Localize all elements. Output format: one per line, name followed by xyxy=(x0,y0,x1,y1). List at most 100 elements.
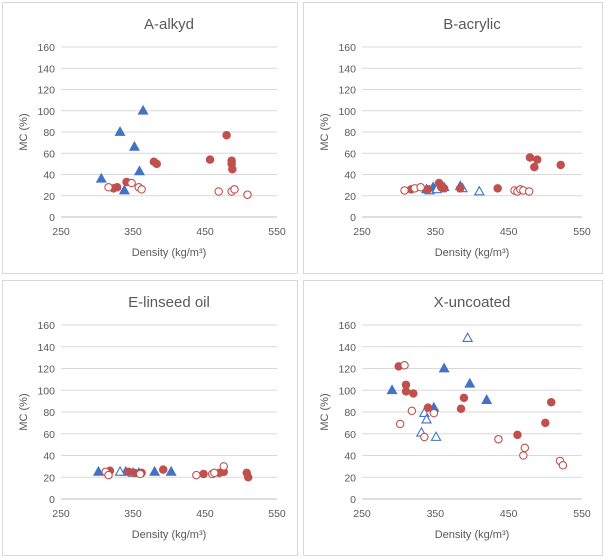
y-tick-label: 120 xyxy=(37,85,55,97)
filled-circle-point xyxy=(525,153,535,162)
chart-title: A-alkyd xyxy=(144,16,194,33)
filled-triangle-point xyxy=(438,362,450,373)
y-tick-label: 20 xyxy=(43,191,55,203)
filled-circle-point xyxy=(423,403,433,412)
y-tick-label: 60 xyxy=(43,148,55,160)
open-circle-point xyxy=(137,185,146,194)
x-tick-label: 550 xyxy=(573,226,591,238)
y-tick-label: 80 xyxy=(344,407,356,419)
open-circle-point xyxy=(192,470,201,480)
y-tick-label: 100 xyxy=(37,385,55,397)
y-tick-label: 120 xyxy=(338,85,356,97)
open-circle-point xyxy=(210,468,219,478)
open-circle-point xyxy=(230,185,239,194)
open-circle-point xyxy=(524,187,534,196)
filled-circle-point xyxy=(439,184,449,193)
series-circle-filled xyxy=(394,362,556,440)
x-tick-label: 550 xyxy=(573,508,591,520)
x-tick-label: 450 xyxy=(500,226,518,238)
chart-panel-a-alkyd: A-alkyd 0 20 40 60 80 100 120 140 160 250 350 450 550… xyxy=(2,2,298,274)
filled-circle-point xyxy=(152,159,162,169)
filled-circle-point xyxy=(493,184,502,193)
y-tick-label: 160 xyxy=(37,320,55,332)
x-tick-label: 450 xyxy=(196,226,214,238)
filled-circle-point xyxy=(409,389,418,398)
filled-triangle-point xyxy=(114,126,126,136)
y-axis-label: MC (%) xyxy=(18,113,30,150)
open-triangle-point xyxy=(473,185,485,196)
y-tick-label: 100 xyxy=(37,106,55,118)
open-circle-point xyxy=(407,406,417,416)
y-tick-label: 140 xyxy=(338,63,356,75)
filled-triangle-point xyxy=(118,184,130,195)
y-tick-label: 60 xyxy=(43,429,55,441)
y-tick-label: 160 xyxy=(338,320,356,332)
open-circle-point xyxy=(214,187,223,196)
filled-triangle-point xyxy=(95,172,107,183)
filled-circle-point xyxy=(456,184,465,193)
y-tick-label: 100 xyxy=(338,106,356,118)
open-circle-point xyxy=(395,419,405,429)
y-tick-label: 40 xyxy=(344,170,356,182)
x-tick-label: 450 xyxy=(196,508,214,520)
chart-title: B-acrylic xyxy=(443,16,501,33)
filled-circle-point xyxy=(228,164,237,174)
filled-triangle-point xyxy=(137,104,149,115)
filled-circle-point xyxy=(199,469,208,479)
x-axis-label: Density (kg/m³) xyxy=(435,247,510,259)
chart-panel-x-uncoated: X-uncoated 0 20 40 60 80 100 120 140 160 250 350 450… xyxy=(303,280,603,556)
y-tick-label: 60 xyxy=(344,429,356,441)
y-tick-label: 40 xyxy=(43,170,55,182)
y-tick-label: 80 xyxy=(43,127,55,139)
x-tick-label: 350 xyxy=(427,508,445,520)
x-axis-label: Density (kg/m³) xyxy=(132,529,207,541)
y-tick-label: 0 xyxy=(350,212,356,224)
y-tick-label: 40 xyxy=(43,451,55,463)
filled-circle-point xyxy=(556,160,565,170)
series-triangle-open xyxy=(415,332,474,441)
x-tick-label: 250 xyxy=(353,226,371,238)
filled-circle-point xyxy=(423,185,433,194)
series-circle-filled xyxy=(406,153,565,194)
open-triangle-point xyxy=(430,431,442,441)
filled-circle-point xyxy=(530,162,539,172)
filled-circle-point xyxy=(112,183,122,192)
filled-triangle-point xyxy=(92,465,104,476)
open-triangle-point xyxy=(462,332,474,342)
series-circle-open xyxy=(104,178,252,199)
y-tick-label: 20 xyxy=(43,472,55,484)
x-tick-label: 350 xyxy=(124,226,142,238)
x-tick-label: 550 xyxy=(268,508,286,520)
y-tick-label: 120 xyxy=(338,364,356,376)
chart-panel-b-acrylic: B-acrylic 0 20 40 60 80 100 120 140 160 250 350 450 5… xyxy=(303,2,603,274)
y-tick-label: 140 xyxy=(37,63,55,75)
open-circle-point xyxy=(104,183,113,192)
scatter-chart-svg: A-alkyd 0 20 40 60 80 100 120 140 160 250 350 450 550… xyxy=(18,16,286,259)
filled-circle-point xyxy=(459,393,469,403)
open-circle-point xyxy=(558,461,568,470)
filled-triangle-point xyxy=(128,140,140,151)
x-tick-label: 250 xyxy=(52,226,70,238)
series-circle-open xyxy=(395,360,568,470)
filled-triangle-point xyxy=(165,465,177,476)
y-tick-label: 20 xyxy=(344,191,356,203)
filled-circle-point xyxy=(222,130,231,140)
x-tick-label: 350 xyxy=(124,508,142,520)
filled-circle-point xyxy=(513,430,522,440)
y-tick-label: 120 xyxy=(37,364,55,376)
y-tick-label: 40 xyxy=(344,451,356,463)
filled-circle-point xyxy=(401,387,411,396)
open-circle-point xyxy=(104,470,113,480)
y-axis-label: MC (%) xyxy=(18,393,30,430)
series-circle-open xyxy=(101,462,228,480)
x-tick-label: 550 xyxy=(268,226,286,238)
chart-title: X-uncoated xyxy=(434,294,511,311)
y-tick-label: 20 xyxy=(344,472,356,484)
y-tick-label: 80 xyxy=(43,407,55,419)
filled-triangle-point xyxy=(481,394,493,404)
scatter-chart-svg: E-linseed oil 0 20 40 60 80 100 120 140 160 250 350… xyxy=(18,294,286,541)
y-tick-label: 140 xyxy=(338,342,356,354)
filled-circle-point xyxy=(533,155,542,164)
scatter-chart-svg: B-acrylic 0 20 40 60 80 100 120 140 160 250 350 450 5… xyxy=(319,16,591,259)
open-circle-point xyxy=(520,443,530,453)
